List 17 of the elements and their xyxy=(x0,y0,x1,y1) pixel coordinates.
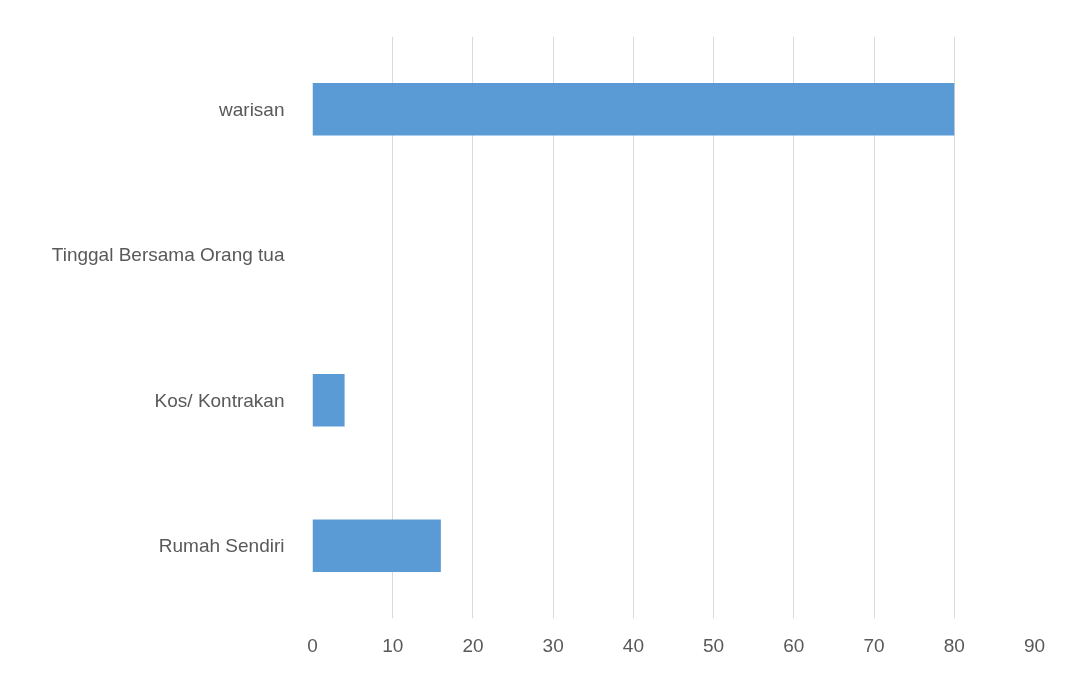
x-tick-label: 70 xyxy=(863,634,885,656)
bar xyxy=(312,83,955,136)
y-tick-label: Tinggal Bersama Orang tua xyxy=(51,244,285,266)
x-tick-label: 0 xyxy=(307,634,318,656)
y-tick-label: Rumah Sendiri xyxy=(158,535,285,557)
y-tick-label: Kos/ Kontrakan xyxy=(154,389,285,411)
x-tick-label: 50 xyxy=(703,634,725,656)
y-tick-label: warisan xyxy=(218,98,285,120)
x-tick-label: 20 xyxy=(462,634,484,656)
x-tick-label: 40 xyxy=(622,634,644,656)
x-tick-label: 30 xyxy=(542,634,564,656)
bar xyxy=(312,374,345,427)
x-tick-label: 80 xyxy=(943,634,965,656)
bar xyxy=(312,519,441,572)
x-tick-label: 10 xyxy=(382,634,404,656)
x-tick-label: 90 xyxy=(1023,634,1046,656)
x-tick-label: 60 xyxy=(783,634,805,656)
